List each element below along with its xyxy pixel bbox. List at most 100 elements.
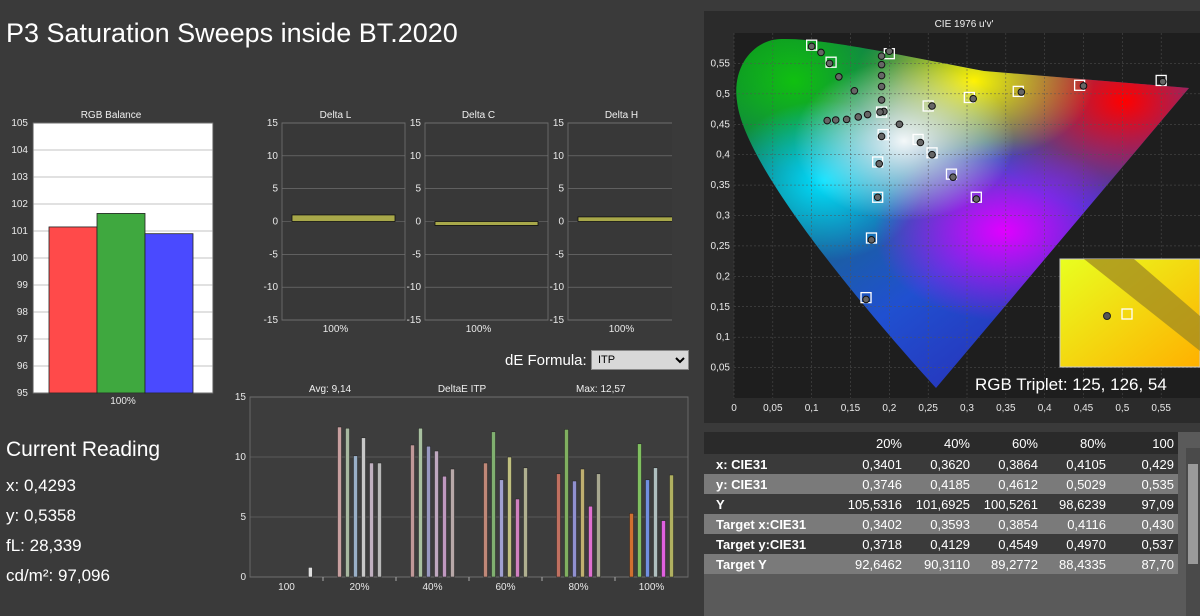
cie-measured-point: [873, 193, 882, 202]
cie-y-tick: 0,25: [711, 241, 731, 252]
cie-measured-point: [875, 159, 884, 168]
cie-y-tick: 0,5: [716, 89, 730, 100]
deltae-bar: [377, 462, 382, 578]
deltae-max: Max: 12,57: [576, 384, 626, 395]
data-table[interactable]: 20% 40% 60% 80% 100 x: CIE31 0,3401 0,3620…: [704, 432, 1200, 616]
reading-y: y: 0,5358: [6, 506, 76, 525]
cell: 0,535: [1110, 474, 1178, 494]
cell: 0,4105: [1042, 454, 1110, 474]
deltae-bar: [418, 427, 423, 578]
delta-y-tick: -15: [550, 315, 565, 326]
cie-x-tick: 0,25: [918, 403, 938, 414]
rgb-balance-title: RGB Balance: [81, 110, 142, 121]
rgb-bar-g: [96, 213, 146, 394]
rgb-bar-r: [48, 226, 98, 394]
cie-y-tick: 0,15: [711, 302, 731, 313]
cie-measured-point: [877, 52, 886, 60]
row-label: Y: [704, 494, 838, 514]
page-title: P3 Saturation Sweeps inside BT.2020: [6, 18, 458, 48]
cie-x-tick: 0,5: [1115, 403, 1129, 414]
delta-x-label: 100%: [323, 324, 349, 335]
cie-inset: [1059, 258, 1200, 368]
cie-measured-point: [877, 82, 886, 91]
row-label: Target Y: [704, 554, 838, 574]
cell: 89,2772: [974, 554, 1042, 574]
table-row: Target y:CIE31 0,3718 0,4129 0,4549 0,4970 0,…: [704, 534, 1178, 554]
cie-measured-point: [831, 116, 840, 124]
deltae-bar: [434, 450, 439, 578]
deltae-x-label: 20%: [349, 582, 369, 592]
cell: 0,3402: [838, 514, 906, 534]
cie-x-tick: 0,05: [763, 403, 783, 414]
deltae-bar: [645, 479, 650, 578]
rgb-y-tick: 97: [17, 334, 29, 345]
delta-title: Delta L: [320, 110, 352, 121]
rgb-y-tick: 96: [17, 361, 29, 372]
rgb-y-tick: 103: [11, 172, 28, 183]
delta-y-tick: -5: [412, 249, 421, 260]
row-label: Target x:CIE31: [704, 514, 838, 534]
row-label: Target y:CIE31: [704, 534, 838, 554]
delta-y-tick: 5: [415, 184, 421, 195]
cell: 0,3746: [838, 474, 906, 494]
delta-y-tick: -5: [555, 249, 564, 260]
delta-chart-c: Delta C 15 10 5 0 -5 -10 -15 100%: [407, 110, 549, 335]
cie-measured-point: [928, 102, 936, 110]
cie-measured-point: [885, 47, 894, 56]
cie-x-tick: 0,45: [1074, 403, 1094, 414]
cie-x-tick: 0: [731, 403, 737, 414]
rgb-y-tick: 101: [11, 226, 28, 237]
row-label: x: CIE31: [704, 454, 838, 474]
cie-x-tick: 0,55: [1151, 403, 1171, 414]
delta-y-tick: 10: [553, 151, 565, 162]
cell: 88,4335: [1042, 554, 1110, 574]
cell: 87,70: [1110, 554, 1178, 574]
cell: 90,3110: [906, 554, 974, 574]
cie-measured-point: [842, 115, 851, 124]
deltae-x-label: 100: [278, 582, 295, 592]
cie-measured-point: [862, 295, 870, 304]
table-scrollbar[interactable]: [1186, 448, 1200, 616]
cie-measured-point: [877, 132, 886, 141]
delta-bar: [577, 216, 672, 222]
delta-y-tick: 10: [267, 151, 279, 162]
deltae-bar: [410, 444, 415, 578]
deltae-x-label: 40%: [422, 582, 442, 592]
inset-measured-point: [1103, 312, 1111, 320]
table-row: Target Y 92,6462 90,3110 89,2772 88,4335 87,7…: [704, 554, 1178, 574]
cell: 0,3401: [838, 454, 906, 474]
cell: 105,5316: [838, 494, 906, 514]
cell: 0,4549: [974, 534, 1042, 554]
table-header: 60%: [974, 432, 1042, 454]
current-reading-heading: Current Reading: [6, 438, 161, 461]
deltae-bar: [499, 479, 504, 578]
cie-measured-point: [807, 42, 816, 51]
deltae-bar: [653, 467, 658, 578]
delta-y-tick: -5: [269, 249, 278, 260]
deltae-bar: [507, 456, 512, 578]
de-formula-select[interactable]: ITP: [591, 350, 689, 370]
deltae-y-tick: 5: [240, 512, 246, 523]
deltae-bar: [450, 468, 455, 578]
deltae-bar: [523, 467, 528, 578]
cie-measured-point: [817, 48, 825, 57]
delta-y-tick: -15: [264, 315, 279, 326]
row-label: y: CIE31: [704, 474, 838, 494]
delta-y-tick: 15: [267, 118, 279, 129]
scrollbar-thumb[interactable]: [1188, 464, 1198, 564]
cie-measured-point: [867, 236, 876, 244]
deltae-bar: [308, 567, 313, 578]
cell: 0,3593: [906, 514, 974, 534]
delta-y-tick: -10: [264, 282, 279, 293]
table-header: 20%: [838, 432, 906, 454]
deltae-y-tick: 10: [235, 452, 247, 463]
table-header: [704, 432, 838, 454]
cie-measured-point: [876, 108, 884, 116]
delta-y-tick: 5: [558, 184, 564, 195]
cie-measured-point: [969, 94, 978, 103]
cell: 0,4970: [1042, 534, 1110, 554]
deltae-bar: [588, 505, 593, 578]
delta-chart-l: Delta L 15 10 5 0 -5 -10 -15 100%: [264, 110, 406, 335]
deltae-bar: [426, 445, 431, 578]
deltae-bar: [637, 443, 642, 578]
